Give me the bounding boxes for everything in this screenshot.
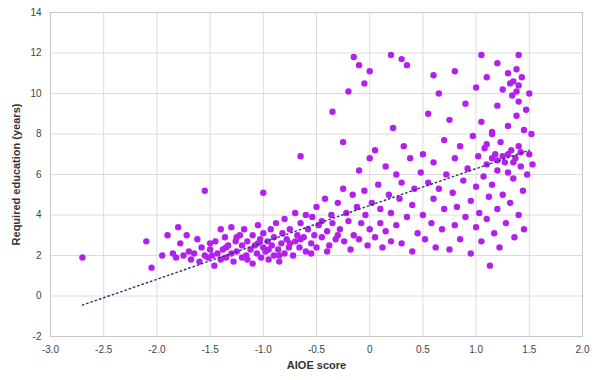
svg-text:-1.5: -1.5 [201,344,219,355]
svg-text:2.0: 2.0 [576,344,590,355]
svg-text:-1.0: -1.0 [255,344,273,355]
svg-text:-2.5: -2.5 [95,344,113,355]
svg-text:-2: -2 [33,331,42,342]
svg-text:0: 0 [36,290,42,301]
svg-text:0: 0 [367,344,373,355]
svg-text:6: 6 [36,169,42,180]
svg-text:8: 8 [36,128,42,139]
svg-text:14: 14 [30,7,42,18]
svg-text:2: 2 [36,250,42,261]
svg-text:1.5: 1.5 [522,344,536,355]
svg-text:AIOE score: AIOE score [287,359,346,371]
svg-text:10: 10 [30,88,42,99]
svg-text:Required education (years): Required education (years) [10,103,22,245]
svg-text:-0.5: -0.5 [308,344,326,355]
svg-text:-2.0: -2.0 [148,344,166,355]
svg-text:0.5: 0.5 [416,344,430,355]
svg-text:1.0: 1.0 [469,344,483,355]
svg-text:12: 12 [30,47,42,58]
svg-text:4: 4 [36,209,42,220]
svg-text:-3.0: -3.0 [42,344,60,355]
